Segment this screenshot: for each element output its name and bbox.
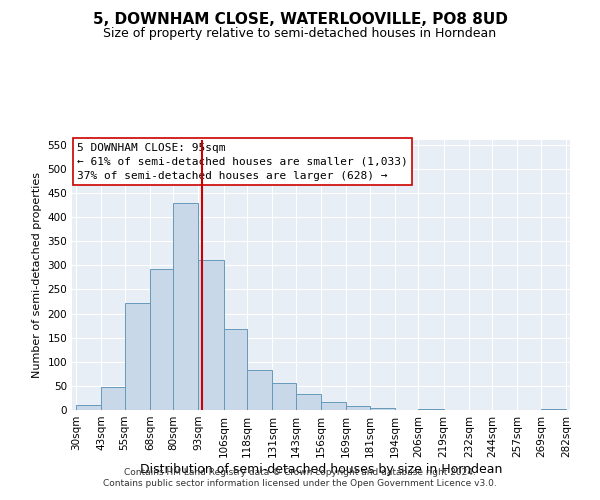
Bar: [346, 406, 370, 410]
Bar: [101, 387, 125, 410]
Bar: [272, 382, 296, 410]
Bar: [321, 402, 346, 410]
Bar: [199, 260, 224, 410]
Bar: [247, 370, 272, 410]
Text: 5, DOWNHAM CLOSE, WATERLOOVILLE, PO8 8UD: 5, DOWNHAM CLOSE, WATERLOOVILLE, PO8 8UD: [92, 12, 508, 28]
Bar: [541, 409, 566, 410]
Y-axis label: Number of semi-detached properties: Number of semi-detached properties: [32, 172, 42, 378]
Text: Size of property relative to semi-detached houses in Horndean: Size of property relative to semi-detach…: [103, 28, 497, 40]
Bar: [125, 304, 150, 410]
Bar: [370, 408, 395, 410]
X-axis label: Distribution of semi-detached houses by size in Horndean: Distribution of semi-detached houses by …: [140, 462, 502, 475]
Text: 5 DOWNHAM CLOSE: 95sqm
← 61% of semi-detached houses are smaller (1,033)
37% of : 5 DOWNHAM CLOSE: 95sqm ← 61% of semi-det…: [77, 142, 408, 180]
Bar: [296, 394, 321, 410]
Bar: [173, 202, 199, 410]
Bar: [76, 404, 101, 410]
Bar: [418, 408, 443, 410]
Bar: [150, 269, 173, 410]
Bar: [224, 328, 247, 410]
Text: Contains HM Land Registry data © Crown copyright and database right 2024.
Contai: Contains HM Land Registry data © Crown c…: [103, 468, 497, 487]
